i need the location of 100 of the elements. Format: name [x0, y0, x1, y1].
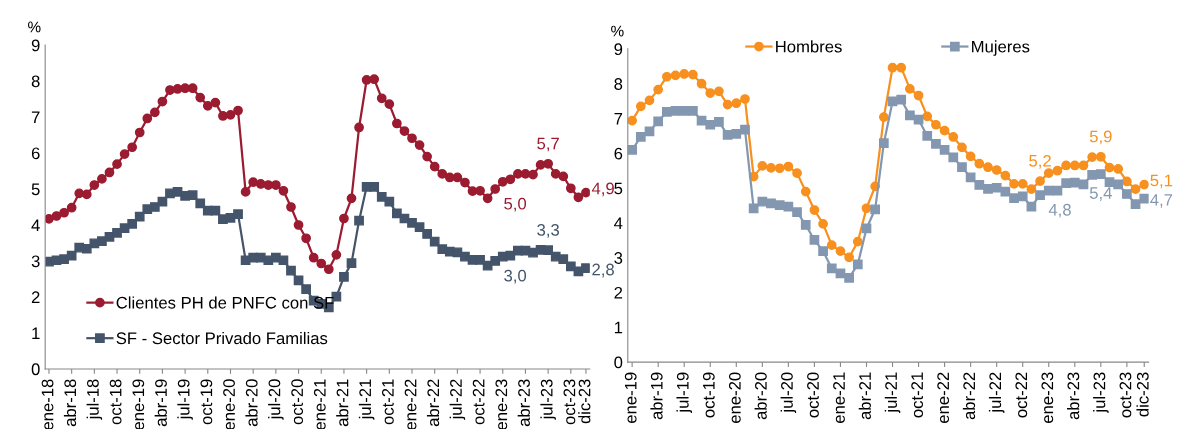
x-tick-label: abr-23	[517, 379, 530, 427]
x-tick-label: abr-21	[858, 372, 871, 420]
x-tick-label: abr-20	[754, 372, 767, 420]
point	[1122, 176, 1132, 187]
point	[1087, 152, 1098, 162]
point	[774, 200, 785, 211]
x-tick-label: oct-23	[1119, 372, 1132, 418]
x-tick-label: ene-23	[1041, 372, 1054, 423]
x-tick-label: ene-22	[937, 372, 950, 423]
point	[1104, 162, 1115, 173]
point	[922, 131, 933, 141]
x-tick-label: abr-22	[962, 372, 976, 420]
point	[905, 84, 915, 94]
point	[896, 62, 907, 73]
point	[1113, 164, 1124, 174]
x-tick-label: oct-20	[291, 379, 304, 425]
point	[653, 116, 664, 127]
y-tick-label: 9	[614, 43, 623, 56]
point	[948, 152, 959, 163]
y-tick-label: 0	[31, 363, 40, 376]
point	[983, 162, 993, 173]
y-tick-label: 7	[31, 111, 40, 124]
x-tick-label: ene-21	[833, 372, 845, 423]
point	[661, 107, 672, 117]
point	[1017, 191, 1028, 202]
point	[748, 203, 759, 214]
x-tick-label: oct-20	[807, 372, 819, 418]
point	[1139, 179, 1149, 190]
y-tick-label: 1	[614, 321, 623, 334]
point	[1139, 193, 1149, 204]
legend-label: SF - Sector Privado Familias	[116, 331, 328, 345]
point	[679, 69, 690, 79]
point	[1000, 170, 1011, 181]
y-axis-title: %	[28, 21, 41, 33]
point	[931, 139, 941, 149]
data-label: 5,2	[1029, 154, 1051, 169]
point	[1122, 189, 1132, 199]
x-tick-label: oct-22	[1015, 372, 1028, 418]
x-tick-label: oct-21	[381, 379, 394, 425]
y-tick-label: 7	[614, 113, 623, 125]
point	[740, 94, 750, 104]
point	[757, 160, 768, 171]
legend-label: Mujeres	[972, 40, 1030, 56]
data-label: 4,9	[591, 182, 614, 197]
point	[1130, 199, 1141, 209]
point	[1061, 178, 1071, 189]
point	[1069, 160, 1080, 171]
y-tick-label: 9	[31, 39, 40, 52]
point	[948, 132, 959, 142]
y-tick-label: 2	[31, 291, 40, 303]
point	[766, 163, 776, 173]
data-label: 5,4	[1089, 187, 1112, 201]
x-tick-label: jul-21	[358, 379, 375, 420]
y-tick-label: 5	[614, 182, 623, 195]
point	[852, 259, 863, 270]
y-tick-label: 4	[614, 217, 623, 229]
x-tick-label: oct-19	[702, 372, 715, 418]
x-tick-label: oct-22	[472, 379, 485, 425]
point	[826, 240, 837, 251]
point	[757, 196, 768, 207]
point	[844, 252, 854, 263]
x-tick-label: ene-22	[404, 379, 417, 429]
x-tick-label: jul-23	[540, 379, 556, 420]
x-tick-label: oct-18	[109, 379, 122, 425]
y-tick-label: 6	[31, 147, 40, 160]
x-tick-label: ene-23	[495, 379, 508, 429]
x-tick-label: dic-23	[578, 379, 591, 424]
x-tick-label: jul-21	[884, 372, 901, 413]
point	[1095, 169, 1106, 180]
x-tick-label: abr-20	[245, 379, 258, 427]
point	[740, 124, 750, 135]
legend-label: Hombres	[776, 40, 842, 53]
point	[800, 186, 811, 197]
data-label: 5,0	[504, 197, 527, 212]
point	[714, 86, 724, 97]
point	[965, 151, 976, 162]
point	[774, 163, 785, 174]
point	[852, 236, 863, 247]
point	[809, 235, 820, 245]
point	[635, 101, 646, 112]
data-label: 4,8	[1048, 203, 1071, 218]
x-tick-label: jul-20	[268, 379, 284, 420]
y-tick-label: 6	[614, 147, 623, 160]
point	[965, 172, 976, 183]
y-tick-label: 3	[614, 252, 623, 264]
point	[1017, 179, 1028, 189]
point	[844, 273, 854, 283]
x-tick-label: oct-19	[200, 379, 213, 425]
point	[705, 119, 716, 130]
y-tick-label: 2	[614, 286, 623, 299]
point	[679, 105, 690, 116]
point	[905, 110, 915, 121]
point	[688, 105, 698, 116]
point	[1035, 190, 1045, 200]
point	[644, 95, 655, 106]
point	[627, 144, 637, 155]
data-label: 5,9	[1089, 130, 1112, 145]
point	[818, 246, 828, 256]
x-tick-label: ene-19	[132, 379, 145, 429]
point	[1052, 165, 1063, 176]
